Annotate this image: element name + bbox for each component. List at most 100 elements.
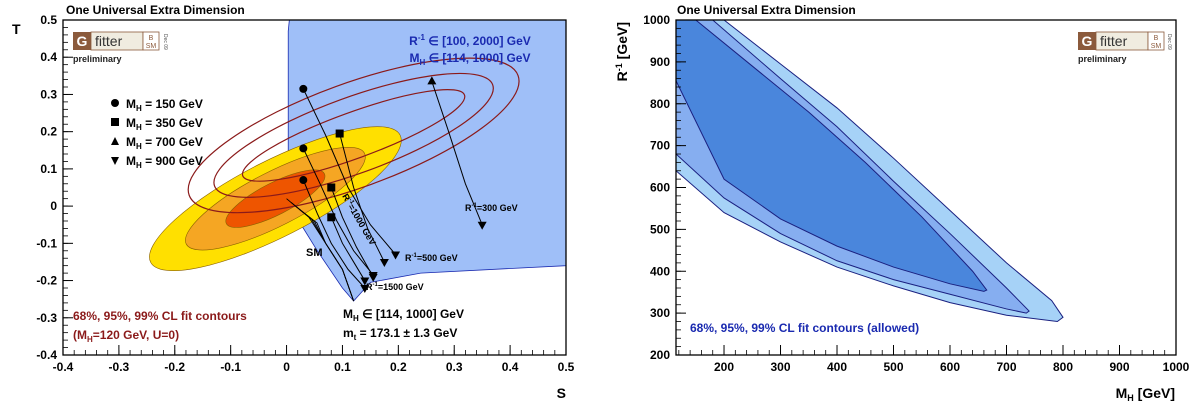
series-line — [302, 148, 374, 276]
fit-contour-3 — [225, 169, 326, 228]
x-tick-label: 0.5 — [558, 360, 575, 374]
x-tick-label: -0.1 — [220, 360, 241, 374]
series-line — [339, 133, 385, 263]
plot-frame — [62, 19, 567, 356]
x-tick-label: 700 — [996, 360, 1016, 374]
logo-subtitle: preliminary — [73, 54, 122, 64]
y-tick-label: 1000 — [643, 13, 670, 27]
logo-sm-right: SM — [1151, 43, 1162, 50]
legend-marker-triangle-up — [111, 137, 119, 145]
series-2 — [427, 76, 487, 230]
y-tick-label: 0.5 — [40, 13, 57, 27]
y-tick-label: 0 — [50, 199, 57, 213]
series-0 — [299, 84, 401, 260]
y-tick-label: 900 — [650, 55, 670, 69]
st-plane-chart: -0.4 -0.3 -0.2 -0.1 0 0.1 0.2 0.3 0.4 0.5 -0.4 -0.3… — [12, 3, 575, 401]
y-axis-label: T — [12, 21, 21, 37]
mh-range-label: MH ∈ [114, 1000] GeV — [410, 51, 531, 67]
label-sm: SM — [306, 247, 323, 259]
y-tick-label: 0.1 — [40, 162, 57, 176]
x-tick-label: 900 — [1109, 360, 1129, 374]
y-tick-label: -0.1 — [36, 236, 57, 250]
ued-contour-3 — [241, 89, 466, 182]
y-tick-label: -0.3 — [36, 311, 57, 325]
label-r300: R-1=300 GeV — [465, 203, 518, 213]
x-tick-label: 300 — [771, 360, 791, 374]
logo-b-right: B — [1154, 35, 1159, 42]
st-plane-svg: -0.4 -0.3 -0.2 -0.1 0 0.1 0.2 0.3 0.4 0.5 -0.4 -0.3… — [12, 3, 575, 401]
x-tick-label: 0.3 — [446, 360, 463, 374]
x-tick-label: 800 — [1053, 360, 1073, 374]
logo-fitter-right: fitter — [1100, 33, 1128, 49]
fit-contour-label: 68%, 95%, 99% CL fit contours — [73, 309, 247, 323]
series-line — [330, 187, 374, 278]
contour-label-right: 68%, 95%, 99% CL fit contours (allowed) — [690, 321, 919, 335]
x-tick-label: -0.4 — [53, 360, 74, 374]
chart-title: One Universal Extra Dimension — [66, 3, 245, 17]
logo-g: G — [77, 33, 88, 49]
y-tick-label: 0.3 — [40, 87, 57, 101]
x-tick-label: 0.1 — [334, 360, 351, 374]
legend-marker-circle — [111, 99, 119, 107]
ued-contour-2 — [213, 72, 494, 198]
series-line — [302, 88, 396, 255]
marker-triangle-up — [427, 76, 437, 85]
logo-date: Dec 09 — [162, 34, 168, 50]
marker-circle — [299, 84, 308, 93]
x-axis-label-right: MH [GeV] — [1116, 385, 1175, 401]
series-6 — [327, 213, 370, 286]
sm-band-line — [299, 209, 355, 302]
y-tick-label: 300 — [650, 306, 670, 320]
x-axis-label: S — [557, 385, 566, 401]
x-tick-label: 1000 — [1163, 360, 1190, 374]
series-line — [302, 179, 366, 289]
marker-circle — [299, 144, 308, 153]
series-5 — [299, 176, 370, 293]
gfitter-logo: G fitter B SM Dec 09 preliminary — [73, 31, 168, 64]
y-tick-label: 200 — [650, 348, 670, 362]
mh-range-note: MH ∈ [114, 1000] GeV — [343, 307, 464, 323]
mh-r-svg: 200 300 400 500 600 700 800 900 1000 200 300 400 500… — [614, 3, 1190, 401]
marker-square — [327, 213, 336, 222]
legend-entry-350: MH = 350 GeV — [126, 116, 203, 132]
x-tick-label: 500 — [883, 360, 903, 374]
series-4 — [327, 183, 378, 282]
legend-entry-150: MH = 150 GeV — [126, 97, 203, 113]
x-tick-label: 0.2 — [390, 360, 407, 374]
y-tick-label: 700 — [650, 139, 670, 153]
logo-fitter: fitter — [95, 33, 123, 49]
chart-title-right: One Universal Extra Dimension — [677, 3, 856, 17]
y-tick-label: 400 — [650, 264, 670, 278]
y-axis-label-right: R-1 [GeV] — [614, 22, 630, 81]
marker-triangle-down — [368, 273, 378, 282]
y-tick-label: 0.4 — [40, 50, 57, 64]
label-r500: R-1=500 GeV — [405, 253, 458, 263]
x-tick-label: -0.3 — [109, 360, 130, 374]
x-tick-label: 600 — [940, 360, 960, 374]
logo-b: B — [149, 35, 154, 42]
marker-triangle-down — [360, 285, 370, 293]
marker-triangle-down — [391, 251, 401, 260]
marker-triangle-down — [477, 221, 487, 230]
x-tick-label: 400 — [827, 360, 847, 374]
y-tick-label: 500 — [650, 222, 670, 236]
ued-contour-1 — [187, 57, 520, 214]
series-1 — [335, 129, 389, 267]
gfitter-logo-right: G fitter B SM Dec 09 preliminary — [1078, 31, 1172, 64]
logo-subtitle-right: preliminary — [1078, 54, 1127, 64]
legend-entry-900: MH = 900 GeV — [126, 154, 203, 170]
r-range-label: R-1 ∈ [100, 2000] GeV — [409, 33, 531, 48]
logo-date-right: Dec 09 — [1166, 34, 1172, 50]
logo-sm: SM — [146, 43, 157, 50]
marker-triangle-down — [360, 277, 370, 286]
series-line — [330, 217, 366, 281]
y-tick-label: -0.2 — [36, 274, 57, 288]
y-tick-label: 600 — [650, 181, 670, 195]
legend: MH = 150 GeV MH = 350 GeV MH = 700 GeV M… — [111, 97, 203, 170]
series-line — [431, 81, 483, 225]
y-tick-label: 0.2 — [40, 125, 57, 139]
y-tick-label: -0.4 — [36, 348, 57, 362]
legend-marker-triangle-down — [111, 157, 119, 165]
label-r1500: R-1=1500 GeV — [366, 282, 424, 292]
x-tick-label: 0 — [283, 360, 290, 374]
